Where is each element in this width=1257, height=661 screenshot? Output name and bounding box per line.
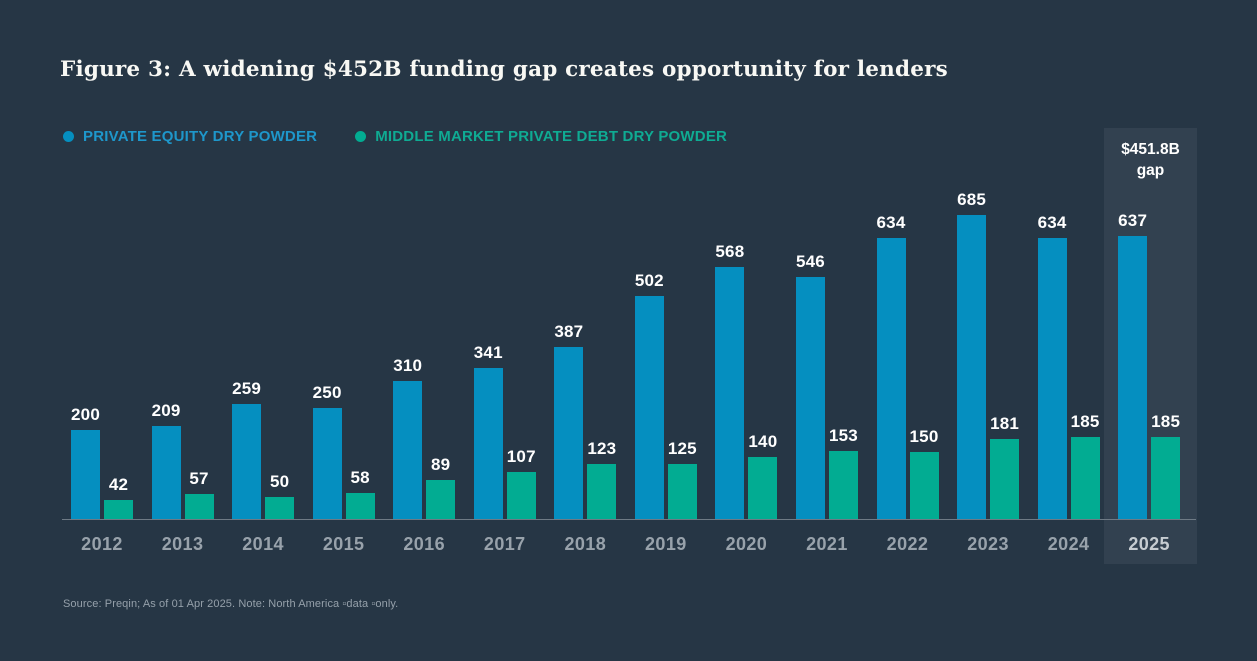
bar-group-2020: 568 140 [715,128,778,519]
bar-value-label-2014-private-equity-dry-powder: 259 [232,379,262,398]
bar-group-2012: 200 42 [71,128,133,519]
legend-label-middle-market-debt: MIDDLE MARKET PRIVATE DEBT DRY POWDER [375,128,728,145]
bar-group-2019: 502 125 [634,128,697,519]
bar-group-2017: 341 107 [473,128,536,519]
bar-2013-private-equity-dry-powder [151,426,181,519]
x-axis-label-2025: 2025 [1128,534,1170,554]
bar-2021-middle-market-private-debt-dry-powder [828,451,858,519]
bar-value-label-2018-middle-market-private-debt-dry-powder: 123 [587,439,617,458]
figure-title: Figure 3: A widening $452B funding gap c… [60,57,948,82]
bar-value-label-2016-middle-market-private-debt-dry-powder: 89 [431,455,451,474]
bar-value-label-2021-middle-market-private-debt-dry-powder: 153 [828,426,858,445]
bar-value-label-2019-private-equity-dry-powder: 502 [634,271,664,290]
bar-2017-middle-market-private-debt-dry-powder [506,472,536,519]
x-axis-label-2024: 2024 [1047,534,1090,554]
bar-value-label-2015-middle-market-private-debt-dry-powder: 58 [350,468,370,487]
bar-value-label-2013-private-equity-dry-powder: 209 [151,401,181,420]
x-axis-label-2016: 2016 [403,534,446,554]
legend-dot-private-equity-icon [63,131,74,142]
x-axis-label-2022: 2022 [886,534,929,554]
bar-group-2016: 310 89 [393,128,456,519]
source-note: Source: Preqin; As of 01 Apr 2025. Note:… [63,598,399,610]
bar-value-label-2025-private-equity-dry-powder: 637 [1118,211,1148,230]
bar-group-2023: 685 181 [957,128,1020,519]
bar-2013-middle-market-private-debt-dry-powder [184,494,214,519]
x-axis-label-2017: 2017 [483,534,526,554]
chart-legend: PRIVATE EQUITY DRY POWDER MIDDLE MARKET … [63,128,727,145]
bar-2015-middle-market-private-debt-dry-powder [345,493,375,519]
x-axis-line [62,519,1196,520]
bar-value-label-2022-middle-market-private-debt-dry-powder: 150 [909,427,939,446]
bar-2012-private-equity-dry-powder [71,430,100,519]
bar-2019-private-equity-dry-powder [634,296,664,519]
bar-value-label-2022-private-equity-dry-powder: 634 [876,213,906,232]
bar-group-2018: 387 123 [554,128,617,519]
bar-group-2025: 637 185 [1118,128,1181,519]
bar-value-label-2025-middle-market-private-debt-dry-powder: 185 [1151,412,1181,431]
bar-2014-middle-market-private-debt-dry-powder [265,497,295,519]
legend-label-private-equity: PRIVATE EQUITY DRY POWDER [83,128,318,145]
bar-value-label-2017-private-equity-dry-powder: 341 [473,343,503,362]
bar-2014-private-equity-dry-powder [232,404,262,519]
bar-group-2024: 634 185 [1037,128,1100,519]
bar-group-2013: 209 57 [151,128,214,519]
bar-2018-middle-market-private-debt-dry-powder [587,464,617,519]
bar-2022-private-equity-dry-powder [876,238,906,519]
gap-annotation-word: gap [1136,162,1165,179]
bar-2015-private-equity-dry-powder [312,408,342,519]
bar-value-label-2023-middle-market-private-debt-dry-powder: 181 [990,414,1020,433]
bar-group-2021: 546 153 [795,128,858,519]
legend-item-private-equity: PRIVATE EQUITY DRY POWDER [63,128,317,145]
bar-2025-middle-market-private-debt-dry-powder [1151,437,1181,519]
bar-2018-private-equity-dry-powder [554,347,584,519]
x-axis-label-2015: 2015 [322,534,365,554]
x-axis-label-2020: 2020 [725,534,768,554]
bar-value-label-2017-middle-market-private-debt-dry-powder: 107 [506,447,536,466]
bar-2019-middle-market-private-debt-dry-powder [667,464,697,519]
bar-value-label-2015-private-equity-dry-powder: 250 [312,383,342,402]
bar-value-label-2013-middle-market-private-debt-dry-powder: 57 [189,469,209,488]
bar-group-2015: 250 58 [312,128,375,519]
bar-value-label-2021-private-equity-dry-powder: 546 [795,252,825,271]
x-axis-label-2014: 2014 [242,534,284,554]
gap-annotation-value: $451.8B [1121,141,1180,158]
bar-value-label-2016-private-equity-dry-powder: 310 [393,356,423,375]
bar-2024-private-equity-dry-powder [1037,238,1067,519]
bar-value-label-2018-private-equity-dry-powder: 387 [554,322,584,341]
x-axis-label-2023: 2023 [967,534,1009,554]
legend-item-middle-market-debt: MIDDLE MARKET PRIVATE DEBT DRY POWDER [355,128,727,145]
x-axis-label-2012: 2012 [81,534,123,554]
bar-2022-middle-market-private-debt-dry-powder [909,452,939,519]
bar-2016-private-equity-dry-powder [393,381,423,519]
bar-value-label-2023-private-equity-dry-powder: 685 [957,190,987,209]
bar-value-label-2019-middle-market-private-debt-dry-powder: 125 [667,439,697,458]
x-axis-label-2021: 2021 [806,534,848,554]
bar-2021-private-equity-dry-powder [795,277,825,519]
grouped-bar-chart: $451.8B gap 200 42 2012 209 57 2013 259 50 2014 2… [62,128,1197,564]
bar-2020-private-equity-dry-powder [715,267,745,519]
bar-value-label-2012-middle-market-private-debt-dry-powder: 42 [108,475,129,494]
legend-dot-middle-market-debt-icon [355,131,367,142]
bar-2016-middle-market-private-debt-dry-powder [426,480,456,519]
x-axis-label-2013: 2013 [161,534,204,554]
bar-2017-private-equity-dry-powder [473,368,503,519]
bar-value-label-2014-middle-market-private-debt-dry-powder: 50 [269,472,290,491]
bar-value-label-2020-middle-market-private-debt-dry-powder: 140 [748,432,778,451]
bar-2024-middle-market-private-debt-dry-powder [1070,437,1100,519]
bar-2023-private-equity-dry-powder [957,215,987,519]
bar-value-label-2024-private-equity-dry-powder: 634 [1037,213,1067,232]
bar-2023-middle-market-private-debt-dry-powder [990,439,1020,519]
bar-2012-middle-market-private-debt-dry-powder [104,500,133,519]
bar-group-2022: 634 150 [876,128,939,519]
bar-value-label-2020-private-equity-dry-powder: 568 [715,242,745,261]
bar-2025-private-equity-dry-powder [1118,236,1148,519]
bar-value-label-2012-private-equity-dry-powder: 200 [71,405,100,424]
x-axis-label-2019: 2019 [645,534,687,554]
gap-annotation: $451.8B gap [1104,139,1197,181]
bar-group-2014: 259 50 [232,128,295,519]
bar-2020-middle-market-private-debt-dry-powder [748,457,778,519]
x-axis-label-2018: 2018 [564,534,607,554]
bar-value-label-2024-middle-market-private-debt-dry-powder: 185 [1070,412,1100,431]
